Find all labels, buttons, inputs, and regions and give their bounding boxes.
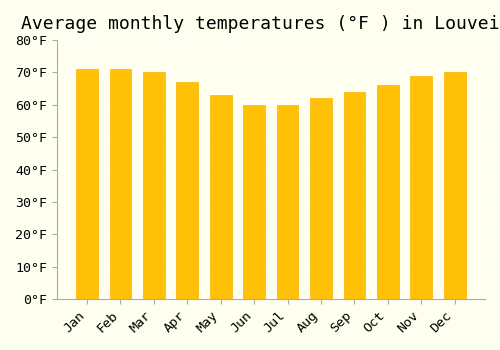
Bar [76, 69, 98, 299]
Bar [410, 76, 432, 299]
Bar [310, 98, 332, 299]
Bar [210, 95, 232, 299]
Bar [444, 72, 466, 299]
Bar [244, 105, 265, 299]
Bar [143, 72, 165, 299]
Bar [176, 82, 198, 299]
Bar [344, 92, 365, 299]
Bar [276, 105, 298, 299]
Bar [377, 85, 398, 299]
Bar [110, 69, 132, 299]
Title: Average monthly temperatures (°F ) in Louveira: Average monthly temperatures (°F ) in Lo… [20, 15, 500, 33]
